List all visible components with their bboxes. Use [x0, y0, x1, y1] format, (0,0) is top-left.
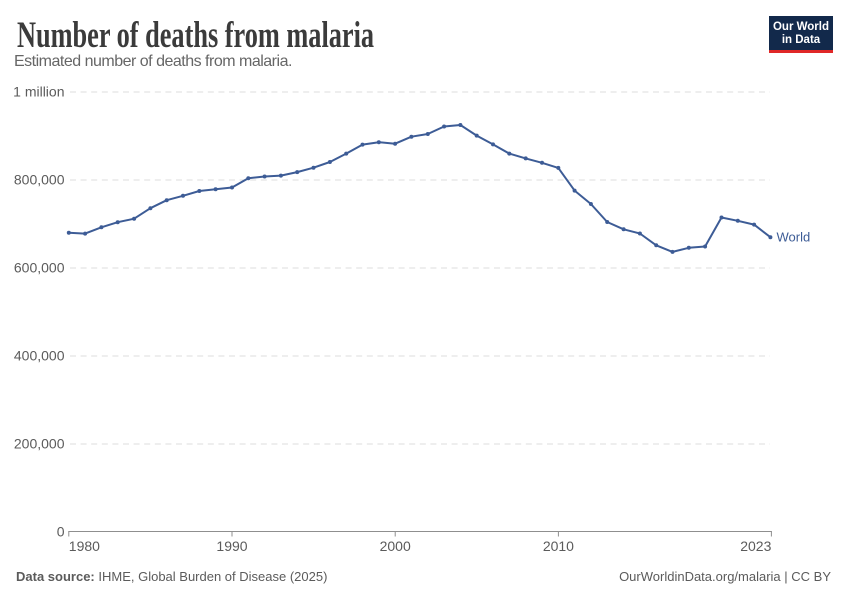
svg-text:1980: 1980 [69, 538, 100, 554]
svg-text:1 million: 1 million [13, 84, 64, 100]
svg-text:2023: 2023 [740, 538, 771, 554]
svg-text:2010: 2010 [543, 538, 574, 554]
svg-text:400,000: 400,000 [14, 348, 65, 364]
svg-text:200,000: 200,000 [14, 436, 65, 452]
svg-text:0: 0 [57, 524, 65, 540]
svg-text:2000: 2000 [380, 538, 411, 554]
svg-text:World: World [777, 230, 811, 245]
svg-text:600,000: 600,000 [14, 260, 65, 276]
svg-text:1990: 1990 [216, 538, 247, 554]
svg-text:800,000: 800,000 [14, 172, 65, 188]
